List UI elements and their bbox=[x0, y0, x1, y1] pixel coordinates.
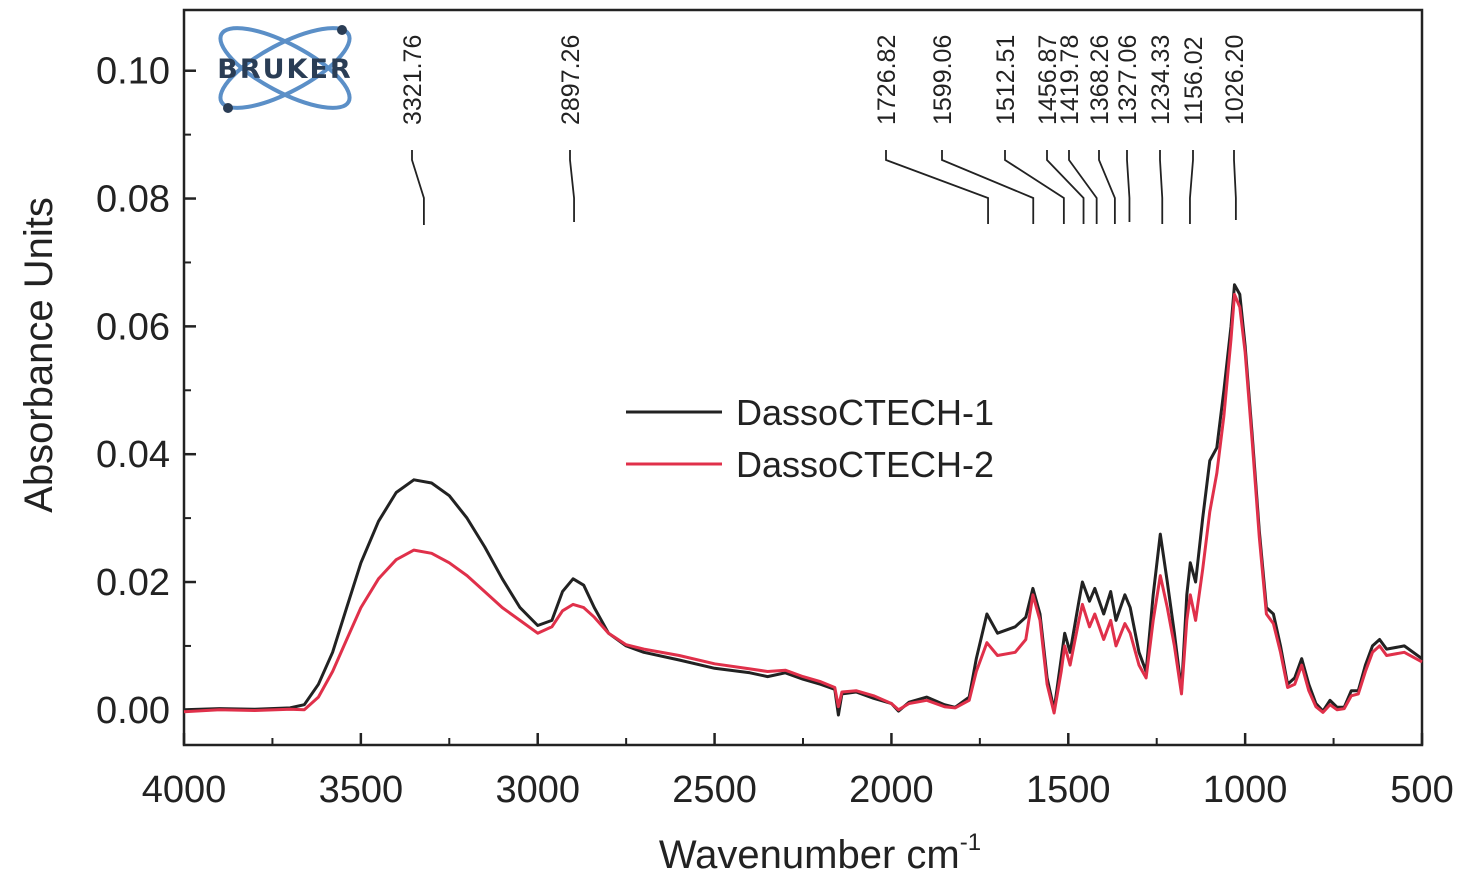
y-tick-label: 0.06 bbox=[96, 306, 170, 348]
x-tick-label: 4000 bbox=[142, 769, 227, 811]
peak-label: 1599.06 bbox=[929, 35, 957, 125]
peak-leader-line bbox=[1046, 150, 1085, 224]
peak-label: 1368.26 bbox=[1086, 35, 1114, 125]
peak-annotations: 3321.76 2897.26 1726.82 1599.06 1512.51 1456.… bbox=[399, 35, 1249, 225]
peak-label: 1419.78 bbox=[1056, 35, 1084, 125]
peak-label: 1726.82 bbox=[873, 35, 901, 125]
peak-leader-line bbox=[885, 150, 989, 224]
peak-leader-line bbox=[1189, 150, 1194, 224]
x-tick-label: 2000 bbox=[849, 769, 934, 811]
peak-leader-line bbox=[1004, 150, 1065, 224]
peak-label: 1512.51 bbox=[992, 35, 1020, 125]
series-line-1 bbox=[183, 283, 1423, 717]
legend-label: DassoCTECH-1 bbox=[736, 392, 994, 433]
peak-leader-line bbox=[1098, 150, 1116, 224]
legend: DassoCTECH-1 DassoCTECH-2 bbox=[626, 392, 994, 485]
y-tick-label: 0.04 bbox=[96, 434, 170, 476]
y-axis-title: Absorbance Units bbox=[17, 197, 61, 513]
x-tick-label: 3500 bbox=[319, 769, 404, 811]
peak-leader-line bbox=[1233, 150, 1237, 220]
x-axis-label: Wavenumber cm bbox=[659, 833, 960, 877]
x-axis-title: Wavenumber cm-1 bbox=[659, 829, 981, 877]
x-tick-label: 3000 bbox=[495, 769, 580, 811]
x-tick-label: 1500 bbox=[1026, 769, 1111, 811]
peak-leader-line bbox=[569, 150, 575, 222]
y-tick-label: 0.08 bbox=[96, 179, 170, 221]
legend-label: DassoCTECH-2 bbox=[736, 444, 994, 485]
peak-label: 1327.06 bbox=[1114, 35, 1142, 125]
y-tick-label: 0.02 bbox=[96, 562, 170, 604]
peak-leader-line bbox=[1126, 150, 1131, 222]
peak-leader-line bbox=[411, 150, 425, 225]
y-tick-label: 0.00 bbox=[96, 690, 170, 732]
peak-label: 3321.76 bbox=[399, 35, 427, 125]
peak-label: 1456.87 bbox=[1034, 35, 1062, 125]
peak-label: 1234.33 bbox=[1147, 35, 1175, 125]
peak-label: 1026.20 bbox=[1221, 35, 1249, 125]
x-tick-label: 500 bbox=[1390, 769, 1453, 811]
peak-label: 1156.02 bbox=[1180, 36, 1208, 125]
x-axis-exponent: -1 bbox=[960, 829, 981, 856]
x-tick-label: 1000 bbox=[1203, 769, 1288, 811]
x-tick-label: 2500 bbox=[672, 769, 757, 811]
series-line-2 bbox=[183, 292, 1423, 715]
bruker-logo: BRUKER bbox=[217, 25, 352, 113]
logo-text: BRUKER bbox=[217, 54, 352, 85]
peak-leader-line bbox=[1159, 150, 1164, 224]
spectra-lines bbox=[183, 283, 1423, 717]
peak-label: 2897.26 bbox=[557, 35, 585, 125]
axis-ticks: 4000 3500 3000 2500 2000 1500 1000 500 0.00 0.02 0… bbox=[96, 51, 1454, 811]
peak-leader-line bbox=[1068, 150, 1098, 224]
y-tick-label: 0.10 bbox=[96, 51, 170, 93]
peak-leader-line bbox=[941, 150, 1035, 224]
